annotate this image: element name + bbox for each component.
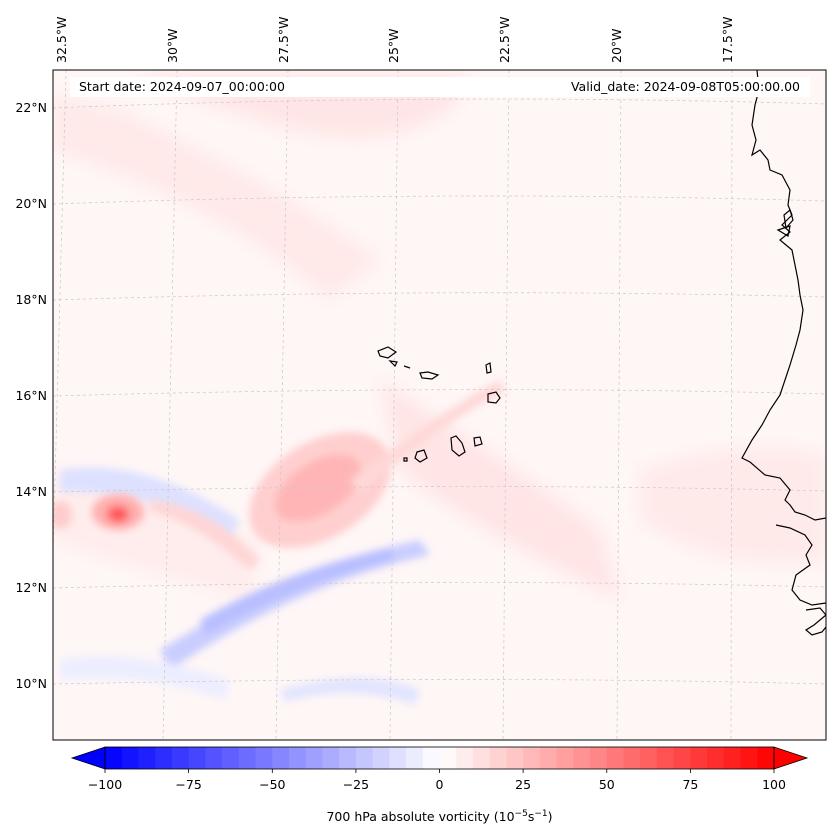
colorbar-tick-label: 100 [762, 777, 786, 792]
colorbar-level-cell [155, 747, 173, 769]
colorbar-level-cell [673, 747, 691, 769]
colorbar-level-cell [472, 747, 491, 769]
latitude-labels: 22°N 20°N 18°N 16°N 14°N 12°N 10°N [15, 100, 47, 691]
colorbar-level-cell [205, 747, 223, 769]
lon-label: 30°W [165, 28, 180, 63]
colorbar-level-cell [506, 747, 524, 769]
map-frame [52, 69, 827, 741]
gridlines [53, 70, 826, 740]
colorbar-tick-label: −50 [259, 777, 285, 792]
colorbar-level-cell [623, 747, 641, 769]
colorbar-level-cell [171, 747, 190, 769]
lon-label: 25°W [386, 28, 401, 63]
colorbar-level-cell [105, 747, 123, 769]
colorbar-level-cell [372, 747, 390, 769]
colorbar-tick-labels: −100 −75 −50 −25 0 25 50 75 100 [88, 777, 786, 792]
colorbar-level-cell [188, 747, 206, 769]
colorbar-level-cell [573, 747, 591, 769]
colorbar-level-cell [138, 747, 156, 769]
colorbar-level-cell [389, 747, 407, 769]
date-header-background [70, 77, 810, 97]
lon-label: 22.5°W [497, 17, 512, 63]
colorbar-level-cell [255, 747, 273, 769]
lat-label: 14°N [15, 484, 47, 499]
valid-date-label: Valid_date: 2024-09-08T05:00:00.00 [571, 79, 800, 94]
colorbar-ticks [104, 769, 775, 773]
colorbar-title: 700 hPa absolute vorticity (10−5s−1) [326, 809, 552, 824]
colorbar-tick-label: −25 [343, 777, 369, 792]
colorbar-tick-label: 25 [515, 777, 531, 792]
colorbar-level-cell [288, 747, 307, 769]
colorbar-cells [105, 747, 775, 769]
lat-label: 20°N [15, 196, 47, 211]
lon-label: 27.5°W [276, 17, 291, 63]
lat-label: 12°N [15, 580, 47, 595]
colorbar-tick-label: 0 [436, 777, 444, 792]
colorbar-level-cell [523, 747, 541, 769]
colorbar-level-cell [539, 747, 558, 769]
lon-label: 20°W [609, 28, 624, 63]
colorbar-tick-label: 75 [682, 777, 698, 792]
coastlines [377, 70, 826, 636]
colorbar-level-cell [740, 747, 758, 769]
colorbar-tick-label: 50 [599, 777, 615, 792]
map-panel: Start date: 2024-09-07_00:00:00 Valid_da… [15, 17, 827, 741]
colorbar-level-cell [656, 747, 675, 769]
colorbar-level-cell [456, 747, 474, 769]
vorticity-field [53, 70, 826, 740]
colorbar-level-cell [305, 747, 323, 769]
colorbar-extend-low [70, 746, 106, 770]
colorbar-tick-label: −100 [88, 777, 122, 792]
start-date-label: Start date: 2024-09-07_00:00:00 [79, 79, 285, 94]
lon-label: 17.5°W [720, 17, 735, 63]
colorbar-extend-high [773, 746, 809, 770]
colorbar-level-cell [238, 747, 257, 769]
lon-label: 32.5°W [54, 17, 69, 63]
colorbar-level-cell [121, 747, 139, 769]
colorbar-level-cell [723, 747, 742, 769]
colorbar-level-cell [690, 747, 708, 769]
longitude-labels: 32.5°W 30°W 27.5°W 25°W 22.5°W 20°W 17.5… [54, 17, 735, 63]
colorbar-level-cell [606, 747, 624, 769]
colorbar-level-cell [439, 747, 457, 769]
lat-label: 10°N [15, 676, 47, 691]
lat-label: 22°N [15, 100, 47, 115]
lat-label: 18°N [15, 292, 47, 307]
colorbar: −100 −75 −50 −25 0 25 50 75 100 700 hPa … [70, 746, 809, 824]
colorbar-level-cell [757, 747, 775, 769]
colorbar-tick-label: −75 [175, 777, 201, 792]
colorbar-level-cell [422, 747, 441, 769]
lat-label: 16°N [15, 388, 47, 403]
colorbar-level-cell [640, 747, 658, 769]
colorbar-level-cell [590, 747, 608, 769]
colorbar-level-cell [489, 747, 507, 769]
colorbar-level-cell [272, 747, 290, 769]
colorbar-level-cell [222, 747, 240, 769]
colorbar-level-cell [556, 747, 574, 769]
colorbar-level-cell [322, 747, 340, 769]
colorbar-level-cell [707, 747, 725, 769]
colorbar-level-cell [355, 747, 374, 769]
colorbar-level-cell [406, 747, 424, 769]
colorbar-level-cell [339, 747, 357, 769]
